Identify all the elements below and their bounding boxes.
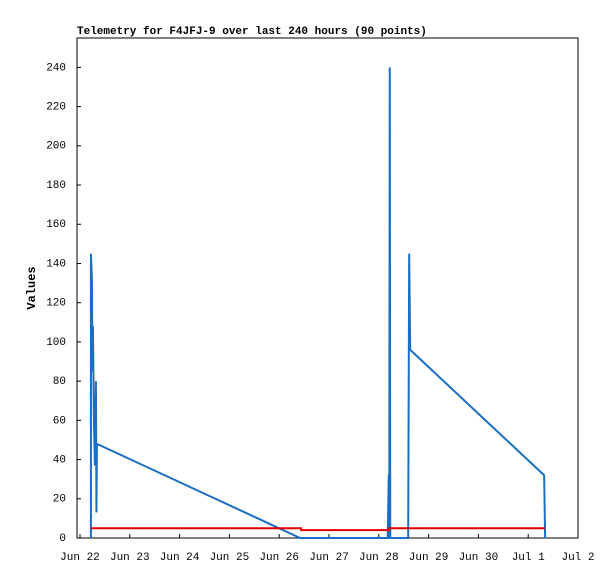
y-tick-label: 80 xyxy=(53,376,66,388)
series-line xyxy=(89,67,547,539)
y-tick-label: 140 xyxy=(46,258,66,270)
y-tick-label: 0 xyxy=(59,533,66,545)
x-tick-label: Jun 30 xyxy=(459,552,499,564)
y-tick-label: 100 xyxy=(46,337,66,349)
x-tick-label: Jun 22 xyxy=(60,552,100,564)
y-tick-label: 240 xyxy=(46,62,66,74)
x-tick-label: Jun 29 xyxy=(409,552,449,564)
x-tick-label: Jun 23 xyxy=(110,552,150,564)
x-tick-label: Jun 27 xyxy=(309,552,349,564)
y-tick-label: 120 xyxy=(46,298,66,310)
y-tick-label: 220 xyxy=(46,102,66,114)
chart-title: Telemetry for F4JFJ-9 over last 240 hour… xyxy=(77,26,427,38)
plot-frame xyxy=(76,37,579,539)
x-tick-label: Jun 25 xyxy=(210,552,250,564)
x-tick-label: Jun 28 xyxy=(359,552,399,564)
y-tick-label: 200 xyxy=(46,141,66,153)
x-tick-label: Jul 1 xyxy=(512,552,545,564)
x-tick-label: Jul 2 xyxy=(561,552,594,564)
y-tick-label: 40 xyxy=(53,454,66,466)
y-tick-label: 180 xyxy=(46,180,66,192)
series-line xyxy=(90,527,546,532)
y-axis-title: Values xyxy=(25,266,39,309)
y-tick-label: 60 xyxy=(53,415,66,427)
x-tick-label: Jun 24 xyxy=(160,552,200,564)
y-tick-label: 20 xyxy=(53,494,66,506)
x-tick-label: Jun 26 xyxy=(259,552,299,564)
y-tick-label: 160 xyxy=(46,219,66,231)
